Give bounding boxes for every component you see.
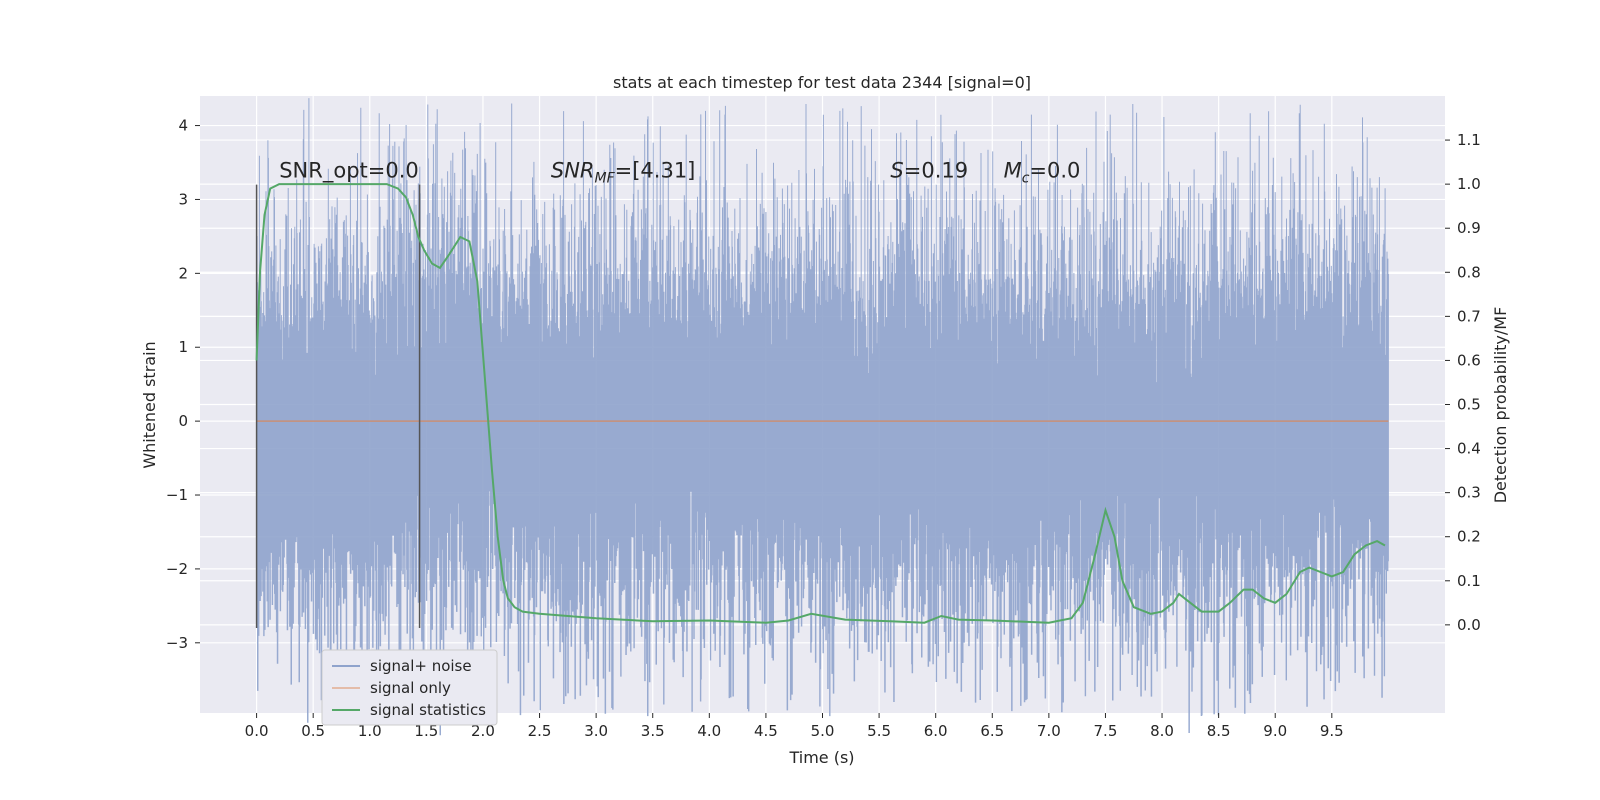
signal-plus-noise-line (256, 98, 1389, 736)
y-right-tick-label: 0.8 (1457, 263, 1481, 281)
vertical-markers (255, 184, 421, 629)
x-tick-label: 2.0 (471, 722, 495, 740)
y-right-tick-label: 0.2 (1457, 528, 1481, 546)
y-left-tick-label: 1 (178, 338, 188, 356)
y-left-tick-label: 2 (178, 264, 188, 282)
x-axis-label: Time (s) (788, 748, 854, 767)
x-tick-label: 7.0 (1037, 722, 1061, 740)
legend-box (321, 649, 498, 726)
y-axis-left-ticks: 4 3 2 1 0 −1 −2 −3 (166, 117, 200, 652)
y-right-tick-label: 0.1 (1457, 572, 1481, 590)
y-right-tick-label: 0.7 (1457, 307, 1481, 325)
x-tick-label: 1.5 (414, 722, 438, 740)
chart-title: stats at each timestep for test data 234… (613, 73, 1031, 92)
legend-label-signal-only: signal only (370, 679, 451, 697)
y-left-tick-label: −2 (166, 560, 188, 578)
x-tick-label: 5.5 (867, 722, 891, 740)
x-tick-label: 3.0 (584, 722, 608, 740)
y-axis-left-label: Whitened strain (140, 341, 159, 468)
y-right-tick-label: 0.5 (1457, 396, 1481, 414)
x-tick-label: 2.5 (528, 722, 552, 740)
legend: signal+ noise signal only signal statist… (321, 649, 498, 726)
y-right-tick-label: 0.6 (1457, 351, 1481, 369)
y-right-tick-label: 0.9 (1457, 219, 1481, 237)
x-tick-label: 8.5 (1207, 722, 1231, 740)
x-tick-label: 9.5 (1320, 722, 1344, 740)
annotations: SNR_opt=0.0 SNRMF=[4.31] S=0.19 Mc=0.0 (279, 158, 1080, 186)
y-right-tick-label: 0.3 (1457, 484, 1481, 502)
x-tick-label: 3.5 (641, 722, 665, 740)
x-tick-label: 6.0 (924, 722, 948, 740)
x-axis-ticks: 0.0 0.5 1.0 1.5 2.0 2.5 3.0 3.5 4.0 4.5 5.0 5.5 6.0 6… (245, 713, 1344, 740)
x-tick-label: 0.5 (301, 722, 325, 740)
x-tick-label: 8.0 (1150, 722, 1174, 740)
x-tick-label: 1.0 (358, 722, 382, 740)
annotation-0: SNR_opt=0.0 (279, 158, 419, 183)
x-tick-label: 4.5 (754, 722, 778, 740)
x-tick-label: 7.5 (1094, 722, 1118, 740)
y-axis-right-label: Detection probability/MF (1491, 307, 1510, 504)
legend-label-signal-plus-noise: signal+ noise (370, 657, 472, 675)
series-signal-plus-noise (256, 98, 1389, 736)
y-left-tick-label: 4 (178, 117, 188, 135)
y-axis-right-ticks: 1.1 1.0 0.9 0.8 0.7 0.6 0.5 0.4 0.3 0.2 0.1 0.0 (1445, 131, 1481, 634)
annotation-3: Mc=0.0 (1004, 158, 1081, 186)
annotation-1: SNRMF=[4.31] (551, 158, 696, 186)
y-left-tick-label: 0 (178, 412, 188, 430)
annotation-2: S=0.19 (890, 158, 968, 182)
y-right-tick-label: 1.0 (1457, 175, 1481, 193)
y-left-tick-label: 3 (178, 190, 188, 208)
x-tick-label: 5.0 (811, 722, 835, 740)
x-tick-label: 0.0 (245, 722, 269, 740)
y-right-tick-label: 0.0 (1457, 616, 1481, 634)
y-right-tick-label: 1.1 (1457, 131, 1481, 149)
x-tick-label: 9.0 (1263, 722, 1287, 740)
signal-statistics-line (255, 183, 1386, 624)
y-right-tick-label: 0.4 (1457, 440, 1481, 458)
y-left-tick-label: −3 (166, 634, 188, 652)
y-left-tick-label: −1 (166, 486, 188, 504)
x-tick-label: 4.0 (697, 722, 721, 740)
series-signal-statistics (255, 183, 1386, 624)
legend-label-signal-statistics: signal statistics (370, 701, 486, 719)
x-tick-label: 6.5 (980, 722, 1004, 740)
